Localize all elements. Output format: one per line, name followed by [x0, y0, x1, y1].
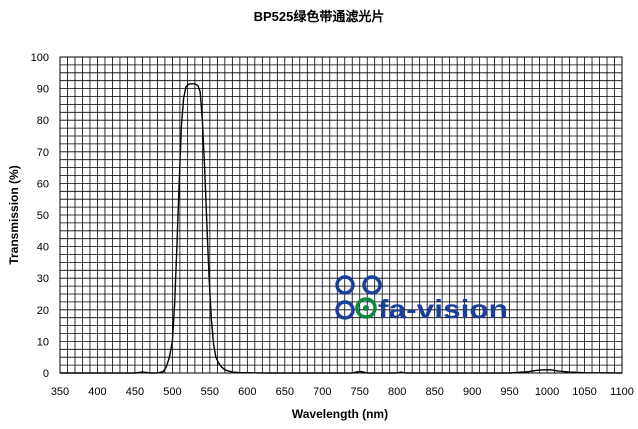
x-axis-ticks: 350 400 450 500 550 600 650 700 750 800 850 900 950 1…	[51, 386, 634, 398]
logo-ring-icon	[335, 300, 355, 320]
x-tick-label: 650	[276, 386, 294, 398]
x-tick-label: 450	[126, 386, 144, 398]
grid	[60, 57, 622, 373]
y-tick-label: 60	[37, 178, 49, 190]
logo-ring-icon	[362, 275, 382, 295]
plot-area: 350 400 450 500 550 600 650 700 750 800 850 900 950 1…	[31, 52, 634, 398]
y-axis-ticks: 0 10 20 30 40 50 60 70 80 90 100	[31, 52, 49, 380]
y-axis-label: Transmission (%)	[7, 165, 21, 264]
y-tick-label: 30	[37, 273, 49, 285]
logo-ring-icon	[335, 275, 355, 295]
y-tick-label: 100	[31, 52, 49, 64]
y-tick-label: 80	[37, 115, 49, 127]
y-tick-label: 50	[37, 210, 49, 222]
series-group	[60, 83, 623, 374]
x-tick-label: 850	[425, 386, 443, 398]
y-tick-label: 10	[37, 336, 49, 348]
fa-vision-logo: fa-vision	[335, 275, 508, 324]
y-tick-label: 40	[37, 242, 49, 254]
x-tick-label: 1050	[572, 386, 596, 398]
x-tick-label: 700	[313, 386, 331, 398]
x-tick-label: 400	[88, 386, 106, 398]
chart-title: BP525绿色带通滤光片	[254, 9, 385, 24]
x-tick-label: 750	[351, 386, 369, 398]
x-tick-label: 600	[238, 386, 256, 398]
x-tick-label: 1100	[610, 386, 634, 398]
y-tick-label: 20	[37, 305, 49, 317]
y-tick-label: 90	[37, 84, 49, 96]
x-tick-label: 1000	[535, 386, 559, 398]
x-tick-label: 350	[51, 386, 69, 398]
x-tick-label: 550	[201, 386, 219, 398]
x-tick-label: 800	[388, 386, 406, 398]
logo-wordmark: fa-vision	[378, 294, 508, 324]
transmission-curve	[60, 83, 623, 374]
x-tick-label: 900	[463, 386, 481, 398]
x-axis-label: Wavelength (nm)	[292, 407, 388, 421]
x-tick-label: 500	[163, 386, 181, 398]
x-tick-label: 950	[500, 386, 518, 398]
logo-eye-icon	[355, 297, 377, 319]
logo-eye-pupil-icon	[363, 305, 369, 311]
y-tick-label: 0	[43, 368, 49, 380]
y-tick-label: 70	[37, 147, 49, 159]
